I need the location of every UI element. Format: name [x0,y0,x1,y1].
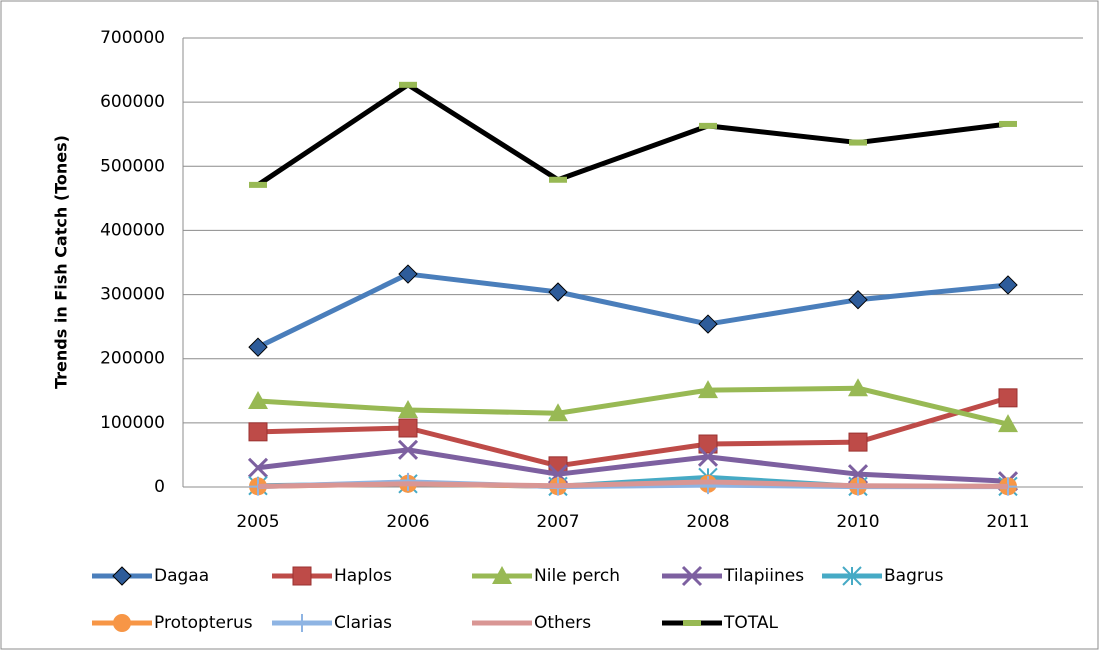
series-line [257,385,1009,427]
data-point [248,337,268,357]
data-point [848,289,868,310]
data-point [399,81,417,88]
y-tick-label: 0 [154,477,165,497]
data-point [398,418,418,438]
legend-label: Protopterus [154,613,253,633]
x-tick-label: 2008 [686,512,729,532]
y-tick-label: 500000 [100,156,165,176]
legend-label: Haplos [334,566,392,586]
y-tick-label: 600000 [100,92,165,112]
y-tick-label: 400000 [100,220,165,240]
data-point [548,282,568,302]
data-point [697,446,719,467]
legend-label: TOTAL [723,613,778,633]
legend-label: Others [534,613,591,633]
legend-marker [681,565,703,587]
data-point [698,314,718,334]
data-point [398,400,418,419]
legend-marker [293,614,311,632]
legend-marker [292,566,312,586]
series-line [256,82,1009,187]
data-point [998,388,1018,408]
legend-marker [113,614,131,632]
legend-label: Dagaa [154,566,209,586]
data-point [247,457,269,478]
data-point [549,176,567,183]
data-point [848,432,868,452]
data-point [699,476,717,495]
series-line [257,447,1009,484]
legend-label: Clarias [334,613,392,633]
series-line [257,479,1009,489]
x-tick-label: 2010 [836,512,879,532]
data-point [999,120,1017,127]
data-point [248,391,268,410]
series-line [256,271,1009,350]
legend-label: Bagrus [884,566,944,586]
legend-marker [842,566,862,586]
data-point [249,181,267,188]
x-tick-label: 2011 [986,512,1029,532]
x-tick-label: 2005 [236,512,279,532]
legend-marker [683,620,701,626]
legend-label: Nile perch [534,566,620,586]
data-point [998,414,1018,433]
legend-label: Tilapiines [723,566,804,586]
y-tick-label: 200000 [100,349,165,369]
x-tick-label: 2006 [386,512,429,532]
y-axis-title: Trends in Fish Catch (Tones) [52,135,71,389]
legend-marker [112,566,132,586]
data-point [397,439,419,460]
y-tick-label: 300000 [100,285,165,305]
x-tick-label: 2007 [536,512,579,532]
data-point [698,434,718,454]
data-point [998,275,1018,295]
data-point [699,122,717,129]
series-line [257,395,1009,469]
y-tick-label: 100000 [100,413,165,433]
data-point [248,422,268,442]
data-point [698,380,718,399]
y-tick-label: 700000 [100,28,165,48]
data-point [848,378,868,397]
data-point [398,264,418,284]
data-point [548,403,568,422]
data-point [849,139,867,146]
legend-marker [492,566,512,584]
